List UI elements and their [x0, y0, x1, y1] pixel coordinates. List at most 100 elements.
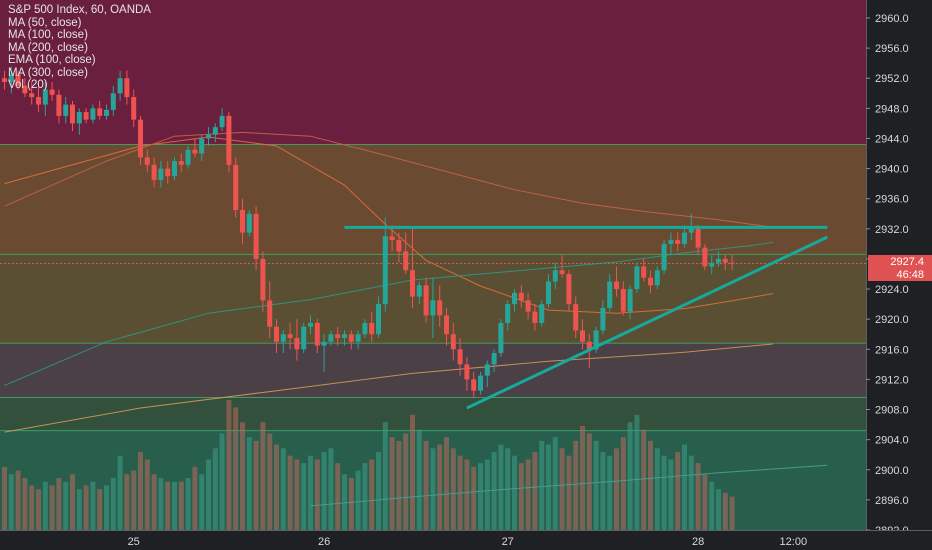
candle-body: [722, 258, 728, 263]
volume-bar: [498, 444, 504, 530]
volume-bar: [63, 481, 69, 530]
legend-volume[interactable]: Vol (20): [8, 79, 48, 91]
candle-body: [144, 157, 150, 165]
candle-body: [355, 334, 361, 342]
candle-body: [172, 161, 177, 177]
volume-bar: [675, 452, 681, 530]
candle-body: [233, 164, 239, 210]
legend-ma200[interactable]: MA (200, close): [8, 41, 88, 54]
price-tick-label: 2908.0: [875, 405, 909, 417]
volume-bar: [97, 489, 103, 530]
volume-bar: [301, 463, 307, 530]
candle-body: [586, 341, 592, 350]
candle-body: [117, 78, 123, 94]
candle-body: [124, 78, 130, 98]
candle-body: [716, 258, 721, 263]
candle-body: [138, 119, 143, 158]
price-tick-label: 2900.0: [875, 465, 909, 477]
candle-body: [457, 349, 463, 365]
volume-bar: [267, 433, 273, 530]
candle-body: [539, 304, 545, 323]
candle-body: [63, 104, 69, 116]
candle-body: [253, 213, 259, 259]
candle-body: [430, 300, 436, 316]
candle-body: [97, 108, 103, 116]
candle-body: [729, 262, 735, 264]
time-tick-label: 26: [318, 536, 330, 548]
volume-bar: [620, 437, 626, 530]
volume-bar: [246, 437, 252, 530]
time-axis-background: [0, 530, 932, 550]
time-tick-label: 27: [502, 536, 514, 548]
candle-body: [348, 334, 354, 342]
volume-bar: [192, 466, 198, 530]
candle-body: [389, 236, 395, 241]
candle-body: [559, 270, 565, 274]
candle-body: [42, 89, 48, 105]
candle-body: [593, 330, 599, 350]
legend-ma100[interactable]: MA (100, close): [8, 29, 88, 41]
candle-body: [165, 168, 171, 177]
candle-body: [158, 168, 164, 180]
volume-bar: [199, 474, 205, 530]
volume-bar: [682, 444, 687, 530]
volume-bar: [274, 444, 279, 530]
zone-band-1: [0, 144, 866, 255]
candle-body: [382, 236, 388, 305]
candle-body: [471, 379, 477, 391]
candle-body: [416, 285, 422, 297]
candle-body: [505, 304, 511, 323]
volume-bar: [314, 459, 320, 530]
candle-body: [342, 334, 347, 338]
candle-body: [484, 364, 490, 376]
candle-body: [335, 334, 341, 338]
zone-band-3: [0, 343, 866, 398]
candle-body: [580, 330, 585, 342]
bar-countdown: 46:48: [896, 269, 924, 282]
volume-bar: [539, 440, 545, 530]
candle-body: [294, 338, 300, 350]
candle-body: [525, 300, 531, 312]
candle-body: [444, 315, 449, 335]
price-tick-label: 2924.0: [875, 284, 909, 296]
legend-ema100[interactable]: EMA (100, close): [8, 54, 96, 66]
candle-body: [614, 281, 619, 290]
candle-body: [287, 334, 293, 338]
candle-body: [90, 108, 96, 120]
volume-bar: [654, 448, 660, 530]
candle-body: [688, 228, 694, 233]
price-tick-label: 2960.0: [875, 13, 909, 25]
price-tick-label: 2940.0: [875, 164, 909, 176]
price-tick-label: 2952.0: [875, 73, 909, 85]
candle-body: [512, 292, 517, 305]
volume-bar: [110, 478, 116, 530]
legend-ma300[interactable]: MA (300, close): [8, 66, 88, 79]
volume-bar: [464, 459, 470, 530]
volume-bar: [287, 455, 293, 530]
volume-bar: [178, 481, 184, 530]
candle-body: [212, 127, 218, 135]
volume-bar: [382, 422, 388, 530]
volume-bar: [416, 429, 422, 530]
candle-body: [437, 300, 443, 316]
candle-body: [518, 292, 524, 301]
candle-body: [280, 334, 286, 342]
volume-bar: [83, 485, 89, 530]
candle-body: [240, 210, 245, 233]
volume-bar: [226, 400, 232, 530]
volume-bar: [580, 426, 585, 530]
volume-bar: [525, 459, 531, 530]
symbol-title[interactable]: S&P 500 Index, 60, OANDA: [8, 4, 151, 16]
candle-body: [641, 266, 647, 278]
candle-body: [620, 289, 626, 312]
ma-line-2: [4, 343, 773, 433]
price-tick-label: 2916.0: [875, 344, 909, 356]
candle-body: [648, 277, 653, 286]
indicator-legend: S&P 500 Index, 60, OANDA MA (50, close) …: [8, 4, 151, 92]
legend-ma50[interactable]: MA (50, close): [8, 16, 82, 29]
volume-bar: [376, 452, 381, 530]
time-tick-label: 25: [128, 536, 140, 548]
volume-bar: [335, 463, 341, 530]
volume-bar: [15, 470, 21, 530]
